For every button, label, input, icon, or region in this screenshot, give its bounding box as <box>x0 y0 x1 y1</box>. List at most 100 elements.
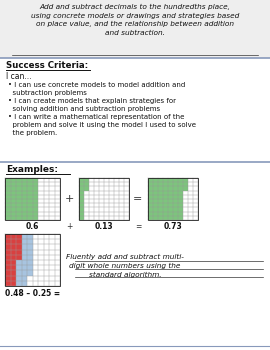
Bar <box>5 187 11 191</box>
Bar <box>79 208 84 212</box>
Bar <box>163 178 168 182</box>
Bar <box>11 255 16 260</box>
Bar <box>5 191 11 195</box>
Bar <box>27 250 32 255</box>
Bar <box>148 208 153 212</box>
Bar <box>178 199 183 203</box>
Bar <box>11 195 16 199</box>
Bar <box>11 203 16 208</box>
Bar <box>5 260 11 265</box>
Bar <box>163 187 168 191</box>
Bar <box>16 216 22 220</box>
Bar <box>27 203 32 208</box>
Text: • I can use concrete models to model addition and
  subtraction problems: • I can use concrete models to model add… <box>8 82 185 96</box>
Bar <box>148 178 198 220</box>
Bar <box>148 216 153 220</box>
Bar <box>5 212 11 216</box>
Bar <box>16 208 22 212</box>
Bar <box>27 208 32 212</box>
Bar <box>183 182 188 187</box>
Bar <box>16 275 22 281</box>
Bar <box>16 178 22 182</box>
Bar <box>5 239 11 244</box>
Bar <box>163 208 168 212</box>
Text: +: + <box>66 222 72 231</box>
Bar <box>5 271 11 275</box>
Bar <box>22 255 27 260</box>
Bar <box>173 208 178 212</box>
Bar <box>16 234 22 239</box>
Bar <box>5 281 11 286</box>
Bar <box>148 199 153 203</box>
Bar <box>27 191 32 195</box>
Bar <box>79 212 84 216</box>
Bar <box>163 199 168 203</box>
Text: • I can create models that explain strategies for
  solving addition and subtrac: • I can create models that explain strat… <box>8 98 176 112</box>
Bar <box>5 234 60 286</box>
Bar <box>163 182 168 187</box>
Bar <box>178 182 183 187</box>
Bar <box>148 178 198 220</box>
Bar <box>11 281 16 286</box>
Bar <box>173 191 178 195</box>
Bar <box>16 239 22 244</box>
Bar <box>173 182 178 187</box>
Bar <box>22 265 27 271</box>
Bar <box>11 271 16 275</box>
Bar <box>11 250 16 255</box>
Text: =: = <box>135 222 141 231</box>
Bar <box>148 182 153 187</box>
Bar <box>148 195 153 199</box>
Bar <box>5 199 11 203</box>
Bar <box>5 178 60 220</box>
Bar <box>11 216 16 220</box>
Bar <box>79 187 84 191</box>
Bar <box>5 182 11 187</box>
Text: Success Criteria:: Success Criteria: <box>6 61 88 70</box>
Bar <box>79 178 129 220</box>
Bar <box>84 187 89 191</box>
Bar <box>11 212 16 216</box>
Bar <box>148 178 153 182</box>
Bar <box>16 203 22 208</box>
Text: • I can write a mathematical representation of the
  problem and solve it using : • I can write a mathematical representat… <box>8 114 196 136</box>
Bar <box>32 191 38 195</box>
Bar <box>22 203 27 208</box>
Bar <box>22 182 27 187</box>
Bar <box>173 203 178 208</box>
Bar <box>178 178 183 182</box>
Bar <box>79 178 129 220</box>
Bar <box>27 234 32 239</box>
Bar <box>79 216 84 220</box>
Bar <box>148 212 153 216</box>
Bar <box>11 234 16 239</box>
Bar <box>5 234 60 286</box>
Bar <box>178 195 183 199</box>
Bar <box>11 208 16 212</box>
Bar <box>79 191 84 195</box>
Bar <box>16 260 22 265</box>
Bar <box>168 178 173 182</box>
Text: Fluently add and subtract multi-
digit whole numbers using the
standard algorith: Fluently add and subtract multi- digit w… <box>66 254 184 279</box>
Bar <box>5 250 11 255</box>
Bar <box>168 191 173 195</box>
Bar <box>27 182 32 187</box>
Bar <box>168 182 173 187</box>
Bar <box>173 195 178 199</box>
Bar <box>22 244 27 250</box>
Bar <box>153 191 158 195</box>
Bar <box>173 212 178 216</box>
Bar <box>168 199 173 203</box>
Bar <box>22 191 27 195</box>
Bar <box>5 195 11 199</box>
Bar <box>27 216 32 220</box>
Bar <box>11 191 16 195</box>
Bar <box>22 195 27 199</box>
Bar <box>11 199 16 203</box>
Bar <box>11 244 16 250</box>
Bar <box>178 191 183 195</box>
Bar <box>5 265 11 271</box>
Bar <box>148 191 153 195</box>
Bar <box>163 203 168 208</box>
Bar <box>16 191 22 195</box>
